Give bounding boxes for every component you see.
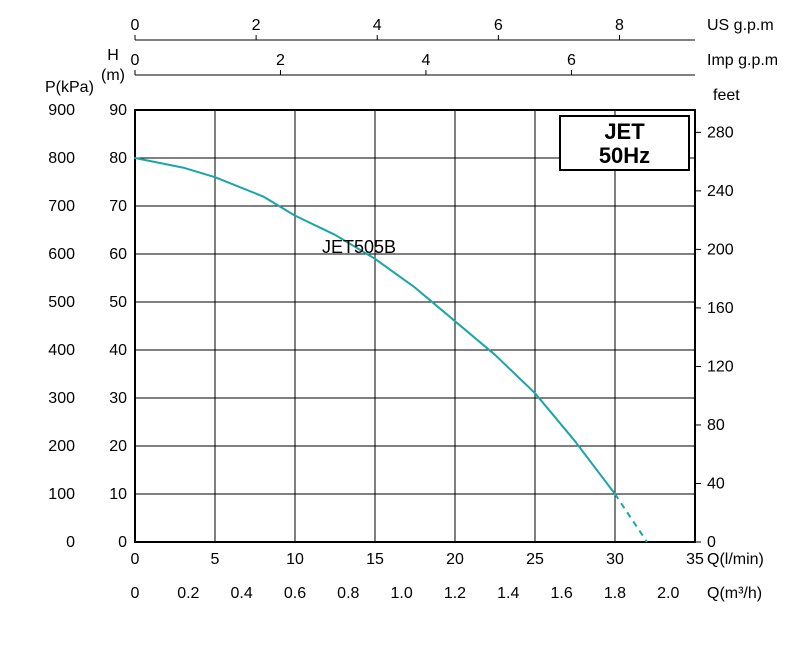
svg-text:0.4: 0.4 (231, 585, 253, 602)
svg-text:600: 600 (48, 246, 75, 263)
svg-text:900: 900 (48, 102, 75, 119)
svg-text:0: 0 (131, 551, 140, 568)
svg-text:6: 6 (567, 52, 576, 69)
svg-text:10: 10 (286, 551, 304, 568)
svg-text:20: 20 (446, 551, 464, 568)
svg-text:H: H (107, 47, 119, 64)
svg-text:90: 90 (109, 102, 127, 119)
svg-text:50Hz: 50Hz (599, 143, 650, 168)
svg-text:Q(m³/h): Q(m³/h) (707, 585, 762, 602)
svg-text:100: 100 (48, 486, 75, 503)
svg-text:5: 5 (211, 551, 220, 568)
svg-text:400: 400 (48, 342, 75, 359)
svg-text:800: 800 (48, 150, 75, 167)
svg-text:40: 40 (707, 475, 725, 492)
svg-text:0: 0 (131, 585, 140, 602)
svg-text:200: 200 (707, 241, 734, 258)
svg-text:JET: JET (604, 119, 645, 144)
svg-text:240: 240 (707, 183, 734, 200)
svg-text:0.8: 0.8 (337, 585, 359, 602)
svg-text:35: 35 (686, 551, 704, 568)
svg-text:1.0: 1.0 (391, 585, 413, 602)
chart-svg: 0510152025303501020304050607080900100200… (0, 0, 800, 660)
svg-text:30: 30 (606, 551, 624, 568)
svg-text:2: 2 (276, 52, 285, 69)
svg-text:40: 40 (109, 342, 127, 359)
svg-text:JET505B: JET505B (322, 237, 396, 257)
svg-text:50: 50 (109, 294, 127, 311)
svg-text:70: 70 (109, 198, 127, 215)
svg-text:Q(l/min): Q(l/min) (707, 551, 764, 568)
svg-text:Imp g.p.m: Imp g.p.m (707, 52, 778, 69)
svg-text:15: 15 (366, 551, 384, 568)
svg-text:P(kPa): P(kPa) (45, 79, 94, 96)
svg-text:1.6: 1.6 (550, 585, 572, 602)
svg-text:2: 2 (252, 17, 261, 34)
svg-text:4: 4 (421, 52, 430, 69)
svg-text:280: 280 (707, 124, 734, 141)
svg-text:30: 30 (109, 390, 127, 407)
svg-text:160: 160 (707, 300, 734, 317)
svg-text:80: 80 (707, 417, 725, 434)
svg-text:25: 25 (526, 551, 544, 568)
svg-text:0: 0 (66, 534, 75, 551)
svg-text:0.6: 0.6 (284, 585, 306, 602)
svg-text:8: 8 (615, 17, 624, 34)
svg-text:(m): (m) (101, 67, 125, 84)
pump-curve-chart: { "meta": { "svg_width": 800, "svg_heigh… (0, 0, 800, 660)
svg-text:0: 0 (118, 534, 127, 551)
svg-text:0.2: 0.2 (177, 585, 199, 602)
svg-text:1.8: 1.8 (604, 585, 626, 602)
svg-text:20: 20 (109, 438, 127, 455)
svg-text:0: 0 (707, 534, 716, 551)
svg-text:60: 60 (109, 246, 127, 263)
svg-text:300: 300 (48, 390, 75, 407)
svg-text:1.2: 1.2 (444, 585, 466, 602)
svg-text:US g.p.m: US g.p.m (707, 17, 774, 34)
svg-text:200: 200 (48, 438, 75, 455)
svg-text:4: 4 (373, 17, 382, 34)
svg-text:1.4: 1.4 (497, 585, 519, 602)
svg-text:120: 120 (707, 358, 734, 375)
svg-text:6: 6 (494, 17, 503, 34)
svg-text:700: 700 (48, 198, 75, 215)
svg-text:0: 0 (131, 52, 140, 69)
svg-text:80: 80 (109, 150, 127, 167)
svg-text:0: 0 (131, 17, 140, 34)
svg-text:500: 500 (48, 294, 75, 311)
svg-text:2.0: 2.0 (657, 585, 679, 602)
svg-text:10: 10 (109, 486, 127, 503)
svg-text:feet: feet (713, 87, 740, 104)
